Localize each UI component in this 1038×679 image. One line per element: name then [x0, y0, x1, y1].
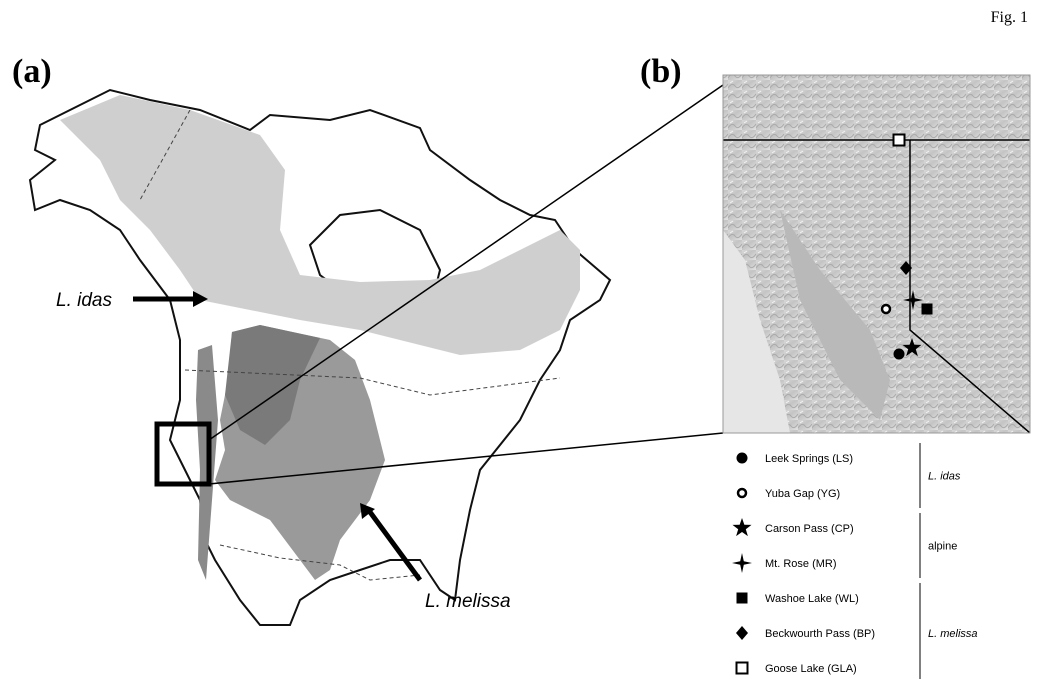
legend-label: Yuba Gap (YG): [765, 488, 840, 500]
marker: [738, 489, 746, 497]
marker: [737, 593, 748, 604]
marker: [732, 553, 752, 573]
legend-label: Carson Pass (CP): [765, 523, 854, 535]
legend-label: Beckwourth Pass (BP): [765, 628, 875, 640]
legend-label: Washoe Lake (WL): [765, 593, 859, 605]
figure: Fig. 1 (a) (b) L. idas L. melissa Leek S…: [0, 0, 1038, 679]
legend: Leek Springs (LS) Yuba Gap (YG) L. idas Car…: [732, 443, 978, 679]
marker: [922, 304, 933, 315]
legend-label: Goose Lake (GLA): [765, 663, 857, 675]
legend-label: Leek Springs (LS): [765, 453, 853, 465]
marker: [894, 135, 905, 146]
marker: [736, 626, 748, 640]
marker: [737, 453, 748, 464]
marker: [732, 518, 751, 536]
panel-label: (a): [12, 53, 52, 90]
map-b: [723, 75, 1030, 433]
marker: [737, 663, 748, 674]
group-label: alpine: [928, 541, 957, 553]
group-label: L. melissa: [928, 628, 978, 640]
species-label: L. melissa: [425, 591, 511, 612]
marker: [882, 305, 890, 313]
group-label: L. idas: [928, 471, 961, 483]
figure-label: Fig. 1: [991, 9, 1028, 26]
map-a: L. idas L. melissa: [30, 85, 723, 625]
legend-label: Mt. Rose (MR): [765, 558, 837, 570]
panel-label: (b): [640, 53, 682, 90]
species-label: L. idas: [56, 290, 112, 311]
marker: [894, 349, 905, 360]
